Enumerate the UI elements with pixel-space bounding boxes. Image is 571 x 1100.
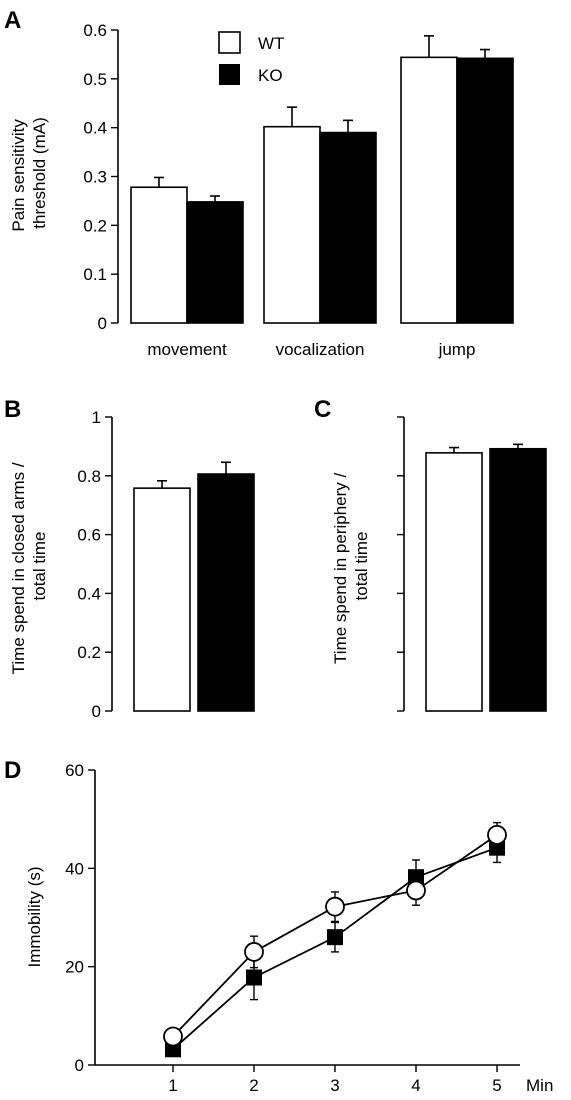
chart-b-bar-ko: [197, 473, 255, 712]
panel-label-b: B: [4, 396, 21, 423]
chart-c-bars: [425, 443, 547, 712]
chart-a-ytick-label: 0.4: [83, 119, 107, 138]
chart-a-bar-ko-vocalization: [319, 131, 377, 324]
chart-b: Time spend in closed arms / total time 0…: [9, 408, 255, 721]
chart-a-x-label: jump: [438, 340, 476, 359]
legend-label-ko: KO: [258, 66, 283, 85]
chart-d-ytick-label: 20: [65, 958, 84, 977]
legend-swatch-wt: [218, 31, 241, 54]
chart-d-ytick-label: 40: [65, 859, 84, 878]
chart-b-y-ticks: 0 0.2 0.4 0.6 0.8 1: [77, 408, 112, 721]
chart-d-ytick-label: 60: [65, 761, 84, 780]
chart-d-ytick-label: 0: [75, 1056, 84, 1075]
chart-a-ytick-label: 0.2: [83, 216, 107, 235]
chart-a-ytick-label: 0: [98, 314, 107, 333]
chart-a-x-label: vocalization: [276, 340, 365, 359]
chart-a-ytick-label: 0.6: [83, 21, 107, 40]
chart-d-point-wt: [244, 942, 264, 962]
chart-d-xtick-label: 1: [168, 1076, 177, 1095]
legend-label-wt: WT: [258, 34, 284, 53]
chart-b-ytick-label: 0: [92, 702, 101, 721]
chart-b-ytick-label: 0.8: [77, 467, 101, 486]
chart-a-ytick-label: 0.1: [83, 265, 107, 284]
legend-swatch-ko: [219, 64, 240, 85]
chart-a-ylabel-line-1: Pain sensitivity: [9, 119, 28, 232]
chart-d-xtick-label: 3: [330, 1076, 339, 1095]
chart-a-bar-wt-movement: [130, 186, 188, 324]
chart-b-ylabel-line-1: Time spend in closed arms /: [9, 462, 28, 674]
chart-a-legend: WT KO: [218, 31, 284, 85]
chart-d-ticks: 0 20 40 60 1 2 3 4 5: [65, 761, 502, 1095]
chart-d-point-wt: [487, 825, 507, 845]
chart-a: Pain sensitivity threshold (mA) 00.10.20…: [9, 21, 514, 359]
chart-b-ytick-label: 1: [92, 408, 101, 427]
chart-a-x-labels: movement vocalization jump: [147, 340, 475, 359]
chart-a-ytick-label: 0.5: [83, 70, 107, 89]
panel-label-d: D: [4, 757, 21, 784]
chart-a-x-label: movement: [147, 340, 227, 359]
chart-d-xtick-label: 5: [492, 1076, 501, 1095]
chart-d-plot: [163, 821, 507, 1058]
chart-d-point-ko: [246, 969, 262, 986]
chart-c-bar-wt: [425, 452, 483, 712]
chart-b-ylabel-line-2: total time: [30, 532, 49, 601]
chart-d-x-unit: Min: [526, 1076, 553, 1095]
panel-label-a: A: [4, 7, 21, 34]
chart-b-bar-wt: [133, 487, 191, 712]
chart-c-ylabel: Time spend in periphery / total time: [331, 468, 371, 664]
chart-d-point-ko: [408, 869, 424, 886]
chart-a-bars: [130, 35, 514, 324]
chart-c: Time spend in periphery / total time: [331, 416, 547, 712]
chart-a-ylabel: Pain sensitivity threshold (mA): [9, 114, 49, 231]
chart-c-ylabel-line-2: total time: [352, 532, 371, 601]
chart-a-ytick-label: 0.3: [83, 168, 107, 187]
chart-d: Immobility (s) 0 20 40 60 1 2 3 4 5 Min: [25, 761, 553, 1095]
chart-b-ytick-label: 0.6: [77, 526, 101, 545]
chart-d-xtick-label: 4: [411, 1076, 420, 1095]
chart-d-point-ko: [327, 929, 343, 946]
chart-a-bar-ko-jump: [456, 57, 514, 324]
chart-b-ylabel: Time spend in closed arms / total time: [9, 458, 49, 675]
chart-c-ylabel-line-1: Time spend in periphery /: [331, 473, 350, 664]
chart-d-xtick-label: 2: [249, 1076, 258, 1095]
chart-a-bar-wt-vocalization: [263, 125, 321, 324]
chart-d-ylabel: Immobility (s): [25, 866, 44, 967]
chart-a-bar-ko-movement: [186, 201, 244, 324]
chart-b-bars: [133, 461, 255, 712]
chart-c-bar-ko: [489, 447, 547, 712]
chart-a-y-ticks: 0 0.1 0.2 0.3 0.4 0.5 0.6: [83, 21, 118, 333]
chart-c-y-ticks: [397, 416, 404, 712]
chart-d-point-wt: [406, 880, 426, 901]
chart-d-point-wt: [325, 896, 345, 917]
chart-b-ytick-label: 0.4: [77, 584, 101, 603]
chart-d-point-wt: [163, 1026, 183, 1047]
chart-a-ylabel-line-2: threshold (mA): [30, 117, 49, 228]
chart-b-ytick-label: 0.2: [77, 643, 101, 662]
chart-a-bar-wt-jump: [400, 56, 458, 324]
panel-label-c: C: [314, 396, 331, 423]
